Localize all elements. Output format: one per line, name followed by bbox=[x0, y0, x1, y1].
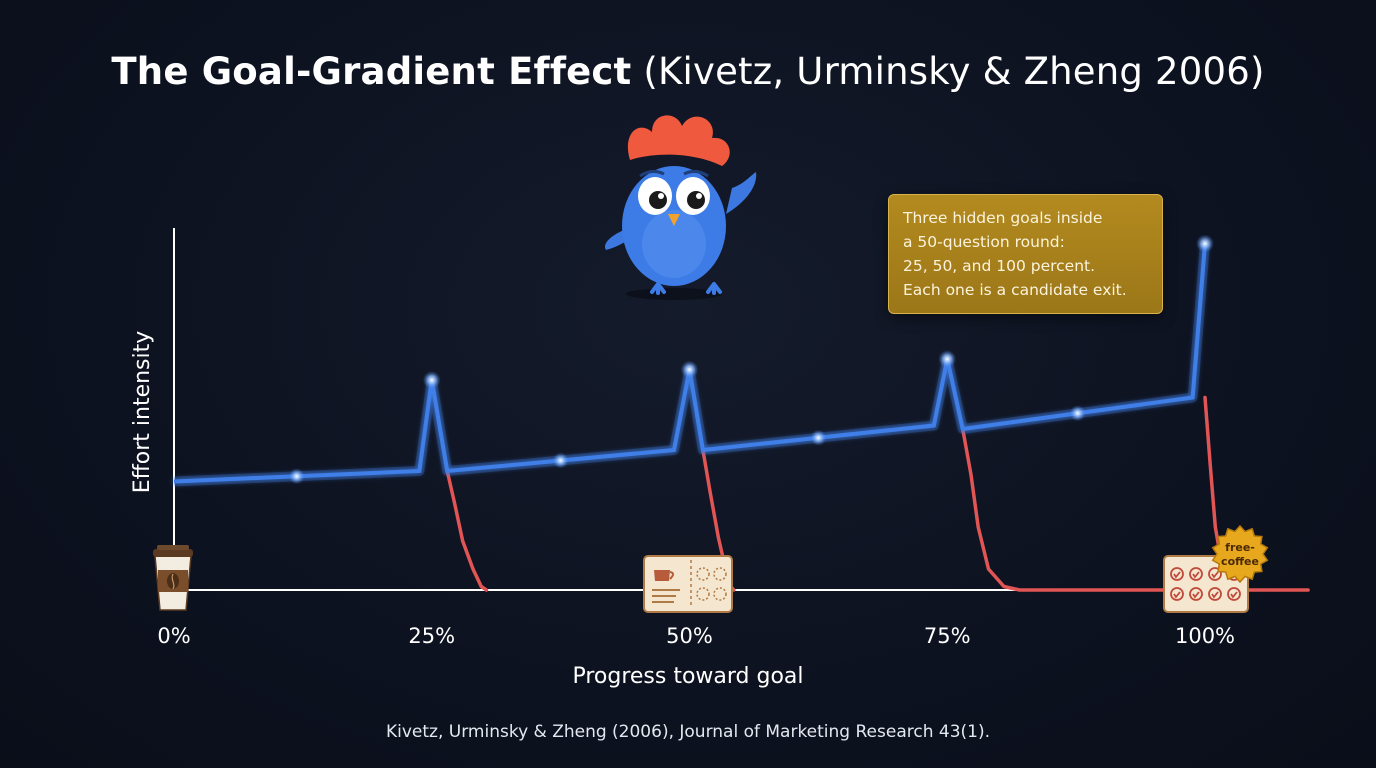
line-sparkle bbox=[1069, 405, 1086, 422]
peak-point bbox=[938, 350, 957, 368]
bird-mascot-icon bbox=[604, 115, 757, 300]
x-tick-label: 25% bbox=[408, 624, 455, 648]
citation: Kivetz, Urminsky & Zheng (2006), Journal… bbox=[386, 722, 990, 742]
x-tick-labels: 0% 25% 50% 75% 100% bbox=[157, 624, 1235, 648]
badge-line-1: free- bbox=[1225, 541, 1255, 554]
peak-point bbox=[422, 371, 441, 389]
peak-sparkles bbox=[288, 234, 1214, 485]
chart-title-sub: (Kivetz, Urminsky & Zheng 2006) bbox=[643, 50, 1265, 93]
badge-line-2: coffee bbox=[1221, 555, 1259, 568]
effort-line bbox=[173, 243, 1210, 487]
effort-line-path bbox=[173, 243, 1207, 484]
chart-title-main: The Goal-Gradient Effect bbox=[111, 50, 632, 93]
line-sparkle bbox=[810, 429, 827, 446]
coffee-cup-icon bbox=[153, 545, 193, 611]
x-tick-label: 0% bbox=[157, 624, 190, 648]
x-tick-label: 50% bbox=[666, 624, 713, 648]
exit-curve bbox=[960, 427, 1310, 592]
x-tick-label: 100% bbox=[1175, 624, 1235, 648]
free-coffee-badge-icon: free- coffee bbox=[1211, 524, 1269, 584]
callout-line-4: Each one is a candidate exit. bbox=[903, 281, 1127, 299]
peak-point bbox=[680, 360, 699, 379]
exit-curve bbox=[445, 469, 489, 592]
x-axis-label: Progress toward goal bbox=[572, 664, 803, 689]
x-tick-label: 75% bbox=[924, 624, 971, 648]
callout-line-3: 25, 50, and 100 percent. bbox=[903, 257, 1096, 275]
line-sparkle bbox=[288, 468, 305, 485]
chart-title: The Goal-Gradient Effect (Kivetz, Urmins… bbox=[0, 50, 1376, 93]
hidden-goals-callout: Three hidden goals inside a 50-question … bbox=[888, 194, 1163, 314]
callout-line-1: Three hidden goals inside bbox=[903, 209, 1103, 227]
loyalty-card-icon bbox=[643, 555, 733, 613]
line-sparkle bbox=[552, 452, 569, 469]
callout-line-2: a 50-question round: bbox=[903, 233, 1065, 251]
y-axis-label: Effort intensity bbox=[130, 331, 155, 494]
peak-point bbox=[1196, 234, 1214, 253]
